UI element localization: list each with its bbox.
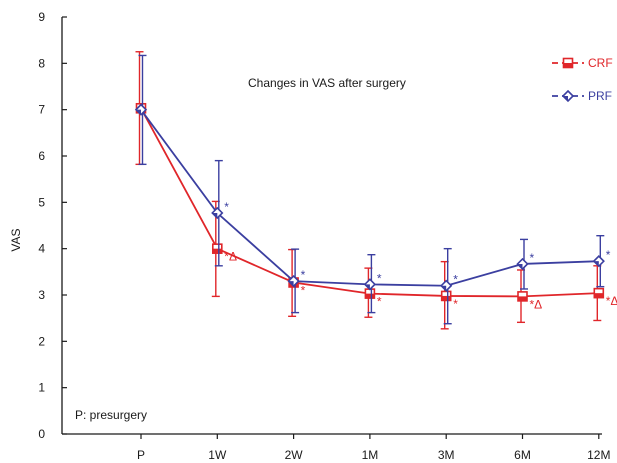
y-tick-label: 6: [38, 149, 45, 163]
legend-label: PRF: [588, 89, 612, 103]
significance-label: *: [301, 268, 306, 282]
y-tick-label: 9: [38, 10, 45, 24]
data-point-fill: [441, 285, 447, 291]
series-crf: *Δ** * *Δ *Δ: [135, 51, 617, 330]
chart-title: Changes in VAS after surgery: [248, 76, 406, 90]
series-prf: ** * ** *: [134, 54, 611, 325]
y-tick-label: 2: [38, 334, 45, 348]
significance-label: *: [377, 271, 382, 285]
significance-label: *: [530, 251, 535, 265]
y-tick-label: 1: [38, 381, 45, 395]
data-point-fill: [364, 284, 370, 290]
x-tick-label: P: [137, 448, 145, 462]
legend-item-crf: CRF: [552, 56, 613, 70]
legend-item-prf: PRF: [552, 89, 612, 103]
data-point-fill: [136, 109, 141, 115]
y-tick-label: 8: [38, 56, 45, 70]
significance-label: *: [606, 248, 611, 262]
y-tick-label: 5: [38, 195, 45, 209]
axes: 0 1 2 3 4 5 6 7 8 9 P 1W 2W 1M 3M 6M 12M: [38, 10, 610, 462]
significance-label: *Δ: [224, 250, 237, 264]
significance-label: *Δ: [530, 297, 543, 311]
legend-label: CRF: [588, 56, 613, 70]
data-point-fill: [288, 281, 294, 287]
y-tick-label: 4: [38, 242, 45, 256]
data-point-fill: [212, 248, 222, 254]
x-tick-label: 3M: [438, 448, 455, 462]
data-point-fill: [518, 296, 527, 301]
y-tick-label: 3: [38, 288, 45, 302]
y-axis-title: VAS: [9, 228, 23, 251]
x-tick-label: 6M: [514, 448, 531, 462]
data-point-fill: [593, 261, 599, 267]
x-tick-label: 12M: [587, 448, 610, 462]
significance-label: *: [224, 200, 229, 214]
x-tick-label: 1M: [362, 448, 379, 462]
legend: CRF PRF: [552, 56, 613, 103]
data-point-fill: [594, 293, 604, 298]
data-point-fill: [517, 263, 523, 269]
significance-label: *: [453, 297, 458, 311]
significance-label: *: [377, 295, 382, 309]
y-tick-label: 0: [38, 427, 45, 441]
legend-marker-fill: [563, 63, 573, 68]
data-point-fill: [212, 212, 218, 218]
x-tick-label: 2W: [285, 448, 304, 462]
legend-marker-fill: [563, 96, 568, 101]
y-tick-label: 7: [38, 103, 45, 117]
significance-label: *: [301, 283, 306, 297]
x-tick-label: 1W: [208, 448, 227, 462]
series-layer: *Δ** * *Δ *Δ** * ** *: [134, 51, 617, 330]
significance-label: *Δ: [606, 294, 617, 308]
significance-label: *: [453, 273, 458, 287]
data-point-fill: [441, 295, 451, 301]
data-point-fill: [365, 293, 375, 299]
presurgery-note: P: presurgery: [75, 408, 147, 422]
